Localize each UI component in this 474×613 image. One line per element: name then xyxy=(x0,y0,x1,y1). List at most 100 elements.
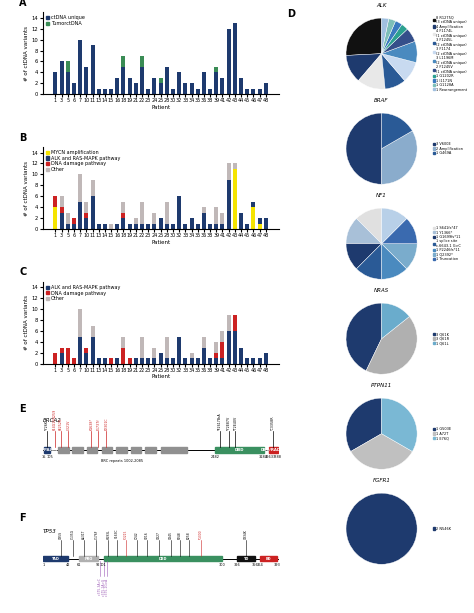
Bar xyxy=(115,359,119,364)
Bar xyxy=(121,348,126,364)
Bar xyxy=(190,353,193,359)
Text: Y163C: Y163C xyxy=(115,530,119,539)
Bar xyxy=(72,224,76,229)
Bar xyxy=(58,447,69,453)
Text: L321V: L321V xyxy=(66,419,70,430)
Bar xyxy=(220,342,225,359)
Wedge shape xyxy=(356,208,382,243)
Text: C135G: C135G xyxy=(71,529,74,539)
Bar xyxy=(251,202,255,207)
Bar xyxy=(54,72,57,94)
Title: PTPN11: PTPN11 xyxy=(371,383,392,388)
Text: DBD: DBD xyxy=(235,448,244,452)
Text: c.375-1G>A: c.375-1G>A xyxy=(105,577,109,596)
Text: C242: C242 xyxy=(135,531,139,539)
Bar xyxy=(97,224,100,229)
Bar xyxy=(152,78,156,94)
Bar xyxy=(208,224,212,229)
Y-axis label: # of ctDNA variants: # of ctDNA variants xyxy=(24,26,29,81)
Bar xyxy=(109,224,113,229)
Bar xyxy=(165,359,169,364)
Bar xyxy=(91,45,94,94)
Bar xyxy=(239,213,243,229)
Text: 3388: 3388 xyxy=(273,455,282,459)
Bar xyxy=(101,447,112,453)
Bar xyxy=(54,353,57,364)
Bar xyxy=(115,224,119,229)
Bar xyxy=(159,218,163,229)
Text: *D215: *D215 xyxy=(124,530,128,539)
Text: PRO: PRO xyxy=(84,557,92,561)
Bar xyxy=(251,207,255,229)
Bar xyxy=(183,224,187,229)
Wedge shape xyxy=(382,303,410,338)
Bar xyxy=(60,348,64,353)
Text: G35S: G35S xyxy=(59,531,63,539)
Bar xyxy=(220,331,225,342)
Text: 356: 356 xyxy=(252,563,259,567)
Bar xyxy=(233,23,237,94)
Bar xyxy=(233,164,237,169)
Wedge shape xyxy=(358,54,385,89)
Text: 3263: 3263 xyxy=(264,455,273,459)
Bar xyxy=(237,557,255,562)
Text: 92: 92 xyxy=(95,563,100,567)
Bar xyxy=(214,342,219,353)
Text: BD: BD xyxy=(266,557,272,561)
Bar xyxy=(239,78,243,94)
Bar xyxy=(140,359,144,364)
Bar xyxy=(60,196,64,207)
Bar xyxy=(227,180,231,229)
Bar xyxy=(84,348,88,353)
Text: 15: 15 xyxy=(41,455,46,459)
Bar xyxy=(66,72,70,94)
Bar xyxy=(208,359,212,364)
Bar xyxy=(251,89,255,94)
Wedge shape xyxy=(382,29,415,54)
Bar xyxy=(103,89,107,94)
Bar xyxy=(146,447,156,453)
Bar xyxy=(202,337,206,348)
Text: *T2E40V: *T2E40V xyxy=(234,416,237,430)
Bar xyxy=(140,224,144,229)
Text: 3184: 3184 xyxy=(259,455,268,459)
Bar xyxy=(72,218,76,224)
Text: R248: R248 xyxy=(178,531,182,539)
Bar xyxy=(159,78,163,83)
Bar xyxy=(131,447,141,453)
Bar xyxy=(60,61,64,94)
Text: *Y2E87V: *Y2E87V xyxy=(227,416,230,430)
Bar xyxy=(121,67,126,94)
Bar xyxy=(227,29,231,94)
Bar xyxy=(91,326,94,337)
Wedge shape xyxy=(382,54,416,81)
Bar xyxy=(220,224,225,229)
Bar xyxy=(264,83,268,94)
Text: 393: 393 xyxy=(274,563,281,567)
Title: BRAF: BRAF xyxy=(374,98,389,103)
Text: TP53: TP53 xyxy=(43,529,56,534)
Bar xyxy=(251,359,255,364)
Text: BRCA2: BRCA2 xyxy=(43,418,62,424)
Bar xyxy=(84,213,88,218)
Bar xyxy=(245,359,249,364)
Text: 42: 42 xyxy=(65,563,70,567)
Text: E258: E258 xyxy=(187,531,191,539)
Text: †14G15N259: †14G15N259 xyxy=(53,409,57,430)
Bar xyxy=(245,89,249,94)
Text: H193L: H193L xyxy=(106,529,110,539)
Wedge shape xyxy=(382,243,417,269)
Text: E2301C: E2301C xyxy=(104,417,109,430)
Legend: 2 N546K: 2 N546K xyxy=(432,527,451,531)
Legend: ALK and RAS-MAPK pathway, DNA damage pathway, Other: ALK and RAS-MAPK pathway, DNA damage pat… xyxy=(45,284,121,302)
Y-axis label: # of ctDNA variants: # of ctDNA variants xyxy=(24,161,29,216)
Bar xyxy=(177,72,181,94)
Wedge shape xyxy=(356,243,382,279)
Bar xyxy=(202,207,206,213)
Bar xyxy=(128,78,132,94)
Bar xyxy=(128,359,132,364)
Bar xyxy=(196,359,200,364)
Bar xyxy=(79,557,98,562)
Bar xyxy=(214,224,219,229)
Wedge shape xyxy=(382,41,417,63)
